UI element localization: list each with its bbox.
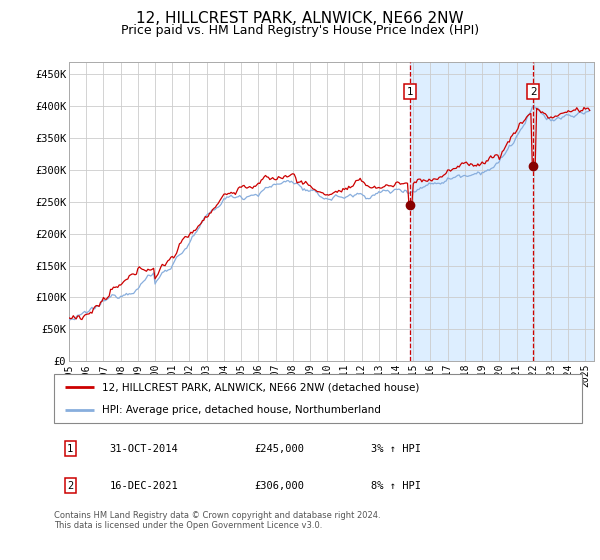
Text: 16-DEC-2021: 16-DEC-2021 — [109, 480, 178, 491]
Text: £245,000: £245,000 — [254, 444, 305, 454]
Text: 12, HILLCREST PARK, ALNWICK, NE66 2NW (detached house): 12, HILLCREST PARK, ALNWICK, NE66 2NW (d… — [101, 382, 419, 393]
Text: 8% ↑ HPI: 8% ↑ HPI — [371, 480, 421, 491]
Text: HPI: Average price, detached house, Northumberland: HPI: Average price, detached house, Nort… — [101, 405, 380, 416]
Text: £306,000: £306,000 — [254, 480, 305, 491]
Bar — [410, 62, 594, 361]
Text: 2: 2 — [67, 480, 73, 491]
Text: 2: 2 — [530, 87, 536, 96]
Text: 1: 1 — [407, 87, 413, 96]
Text: Price paid vs. HM Land Registry's House Price Index (HPI): Price paid vs. HM Land Registry's House … — [121, 24, 479, 36]
Text: 12, HILLCREST PARK, ALNWICK, NE66 2NW: 12, HILLCREST PARK, ALNWICK, NE66 2NW — [136, 11, 464, 26]
Text: 3% ↑ HPI: 3% ↑ HPI — [371, 444, 421, 454]
FancyBboxPatch shape — [54, 374, 582, 423]
Text: 31-OCT-2014: 31-OCT-2014 — [109, 444, 178, 454]
Text: Contains HM Land Registry data © Crown copyright and database right 2024.
This d: Contains HM Land Registry data © Crown c… — [54, 511, 380, 530]
Text: 1: 1 — [67, 444, 73, 454]
